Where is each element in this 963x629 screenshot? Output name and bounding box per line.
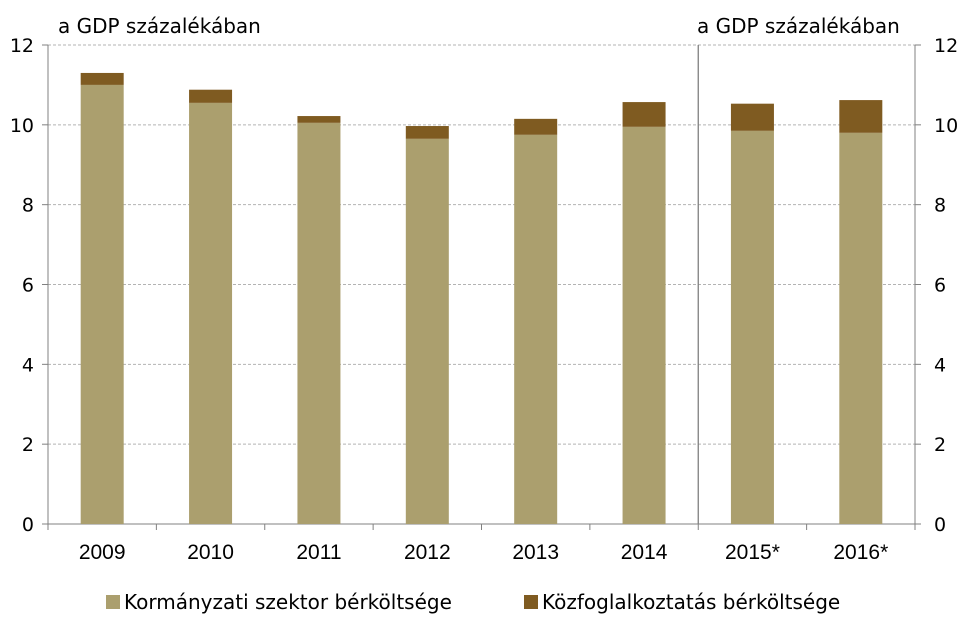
bar-kozfoglalkoztatas — [189, 89, 233, 103]
bar-kormanyzati — [839, 132, 883, 525]
right-tick-label: 2 — [934, 434, 946, 456]
left-tick-label: 0 — [22, 514, 34, 536]
category-label: 2009 — [79, 541, 126, 564]
left-tick-label: 2 — [22, 434, 34, 456]
legend-label-kormanyzati: Kormányzati szektor bérköltsége — [124, 590, 452, 614]
category-labels: 2009 2010 2011 2012 2013 2014 2015* 2016* — [47, 524, 916, 564]
left-tick-label: 4 — [22, 354, 34, 376]
left-tick-label: 10 — [10, 115, 34, 137]
unit-label-left: a GDP százalékában — [58, 14, 261, 38]
bar-kormanyzati — [730, 130, 774, 524]
gridlines — [48, 44, 915, 445]
legend-swatch-kozfoglalkoztatas — [524, 595, 538, 609]
right-tick-label: 4 — [934, 354, 946, 376]
bar-kozfoglalkoztatas — [730, 103, 774, 131]
bars — [80, 72, 883, 525]
right-tick-label: 10 — [934, 115, 958, 137]
legend: Kormányzati szektor bérköltsége Közfogla… — [106, 590, 840, 614]
bar-kormanyzati — [405, 138, 449, 524]
bar-kormanyzati — [622, 126, 666, 525]
bar-kozfoglalkoztatas — [514, 118, 558, 135]
right-tick-label: 6 — [934, 275, 946, 297]
left-tick-label: 12 — [10, 35, 34, 57]
bar-kozfoglalkoztatas — [297, 116, 341, 123]
unit-label-right: a GDP százalékában — [697, 14, 900, 38]
left-tick-label: 8 — [22, 195, 34, 217]
right-tick-label: 0 — [934, 514, 946, 536]
left-tick-labels: 0 2 4 6 8 10 12 — [10, 35, 48, 536]
category-label: 2015* — [725, 541, 780, 564]
bar-kozfoglalkoztatas — [80, 72, 124, 85]
legend-swatch-kormanyzati — [106, 595, 120, 609]
bar-kormanyzati — [514, 134, 558, 524]
bar-kormanyzati — [80, 84, 124, 525]
right-tick-labels: 0 2 4 6 8 10 12 — [915, 35, 958, 536]
category-label: 2014 — [621, 541, 668, 564]
right-tick-label: 8 — [934, 195, 946, 217]
bar-kormanyzati — [297, 122, 341, 525]
left-tick-label: 6 — [22, 275, 34, 297]
category-label: 2011 — [296, 541, 341, 564]
bar-kozfoglalkoztatas — [839, 100, 883, 133]
category-label: 2016* — [833, 541, 888, 564]
bar-kozfoglalkoztatas — [405, 126, 449, 139]
legend-label-kozfoglalkoztatas: Közfoglalkoztatás bérköltsége — [542, 590, 840, 614]
bar-kormanyzati — [189, 102, 233, 525]
bar-kozfoglalkoztatas — [622, 102, 666, 127]
category-label: 2012 — [404, 541, 451, 564]
right-tick-label: 12 — [934, 35, 958, 57]
category-label: 2013 — [512, 541, 559, 564]
category-label: 2010 — [187, 541, 234, 564]
